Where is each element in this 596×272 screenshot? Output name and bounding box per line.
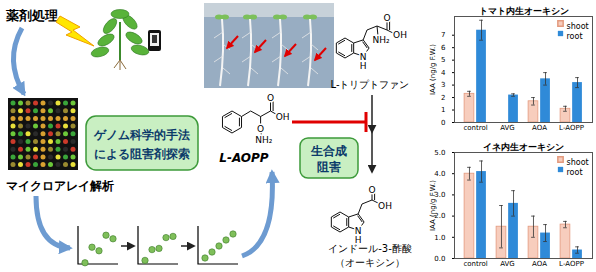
svg-text:NH₂: NH₂ (372, 35, 390, 45)
svg-text:control: control (463, 260, 487, 268)
svg-text:による阻害剤探索: による阻害剤探索 (94, 147, 190, 161)
svg-text:（オーキシン）: （オーキシン） (335, 257, 405, 268)
svg-text:生合成: 生合成 (310, 144, 347, 158)
svg-text:AVG: AVG (500, 124, 515, 132)
svg-text:O: O (257, 124, 264, 134)
svg-text:O: O (368, 185, 375, 195)
svg-text:0: 0 (441, 119, 445, 127)
svg-text:0.0: 0.0 (434, 255, 445, 263)
svg-text:トマト内生オーキシン: トマト内生オーキシン (479, 6, 569, 16)
svg-text:shoot: shoot (567, 22, 589, 31)
svg-text:3.0: 3.0 (434, 191, 446, 200)
svg-text:OH: OH (393, 30, 407, 40)
svg-text:control: control (463, 124, 487, 132)
svg-text:阻害: 阻害 (317, 160, 341, 174)
svg-text:H: H (354, 235, 362, 245)
svg-text:3: 3 (441, 81, 445, 89)
svg-text:4.0: 4.0 (434, 170, 445, 178)
svg-text:shoot: shoot (567, 158, 589, 167)
svg-text:L-トリプトファン: L-トリプトファン (330, 79, 409, 90)
svg-text:AVG: AVG (500, 260, 515, 268)
svg-text:L-AOPP: L-AOPP (559, 124, 584, 132)
svg-text:2.0: 2.0 (434, 212, 446, 221)
svg-text:ゲノム科学的手法: ゲノム科学的手法 (93, 128, 190, 142)
svg-text:AOA: AOA (532, 260, 547, 268)
svg-text:OH: OH (276, 112, 290, 122)
svg-text:N: N (359, 51, 367, 62)
svg-text:AOA: AOA (532, 124, 547, 132)
svg-text:NH₂: NH₂ (255, 135, 273, 145)
svg-text:1.0: 1.0 (434, 234, 445, 242)
svg-text:L-AOPP: L-AOPP (219, 151, 269, 165)
svg-text:インドール-3-酢酸: インドール-3-酢酸 (328, 243, 412, 254)
svg-text:5.0: 5.0 (434, 149, 445, 157)
svg-text:薬剤処理: 薬剤処理 (5, 8, 58, 23)
svg-text:IAA (ng/g F.W.): IAA (ng/g F.W.) (429, 180, 437, 231)
svg-text:N: N (354, 225, 362, 236)
svg-text:H: H (360, 61, 367, 71)
svg-text:IAA (ng/g F.W.): IAA (ng/g F.W.) (429, 44, 437, 95)
svg-text:root: root (567, 168, 583, 177)
svg-text:root: root (567, 32, 583, 41)
svg-text:イネ内生オーキシン: イネ内生オーキシン (483, 142, 564, 152)
svg-text:5: 5 (441, 56, 445, 64)
svg-text:O: O (267, 93, 274, 103)
svg-text:O: O (383, 13, 390, 23)
svg-text:1: 1 (441, 106, 445, 114)
svg-text:7: 7 (441, 31, 445, 39)
svg-text:OH: OH (378, 201, 392, 211)
svg-text:2: 2 (441, 94, 445, 102)
svg-text:マイクロアレイ解析: マイクロアレイ解析 (6, 179, 114, 193)
svg-text:L-AOPP: L-AOPP (559, 260, 584, 268)
svg-text:6: 6 (441, 44, 446, 52)
svg-text:4: 4 (441, 69, 446, 77)
